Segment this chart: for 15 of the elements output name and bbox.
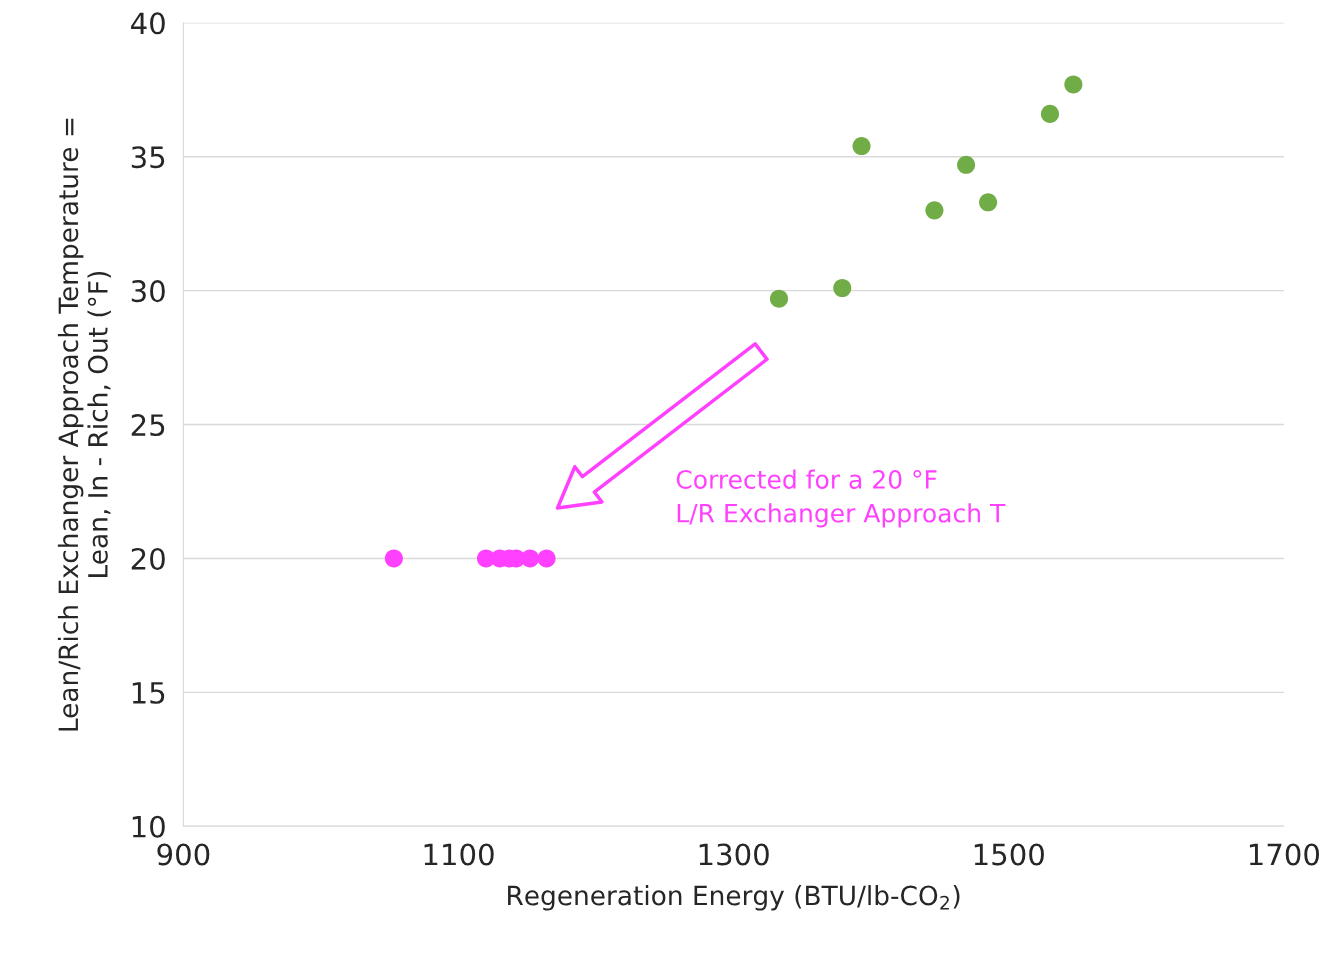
y-tick-label: 20 [131, 547, 165, 570]
x-tick-label: 1700 [1249, 843, 1319, 866]
x-tick-label: 1500 [974, 843, 1044, 866]
y-tick-label: 35 [131, 146, 165, 169]
y-tick-label: 30 [131, 280, 165, 303]
y-axis-title: Lean/Rich Exchanger Approach Temperature = Lean, In - Rich, Out (°F) [57, 118, 111, 731]
y-tick-label: 40 [131, 12, 165, 35]
x-tick-label: 1100 [424, 843, 494, 866]
y-tick-label: 10 [132, 815, 165, 838]
annotation: Corrected for a 20 °F L/R Exchanger Approach T [676, 469, 1006, 528]
y-tick-label: 15 [132, 682, 165, 704]
x-tick-label: 900 [157, 843, 210, 866]
x-tick-label: 1300 [699, 843, 769, 866]
x-axis-title: Regeneration Energy (BTU/lb-CO$_{2}$) [508, 885, 960, 911]
y-tick-label: 25 [131, 414, 165, 437]
